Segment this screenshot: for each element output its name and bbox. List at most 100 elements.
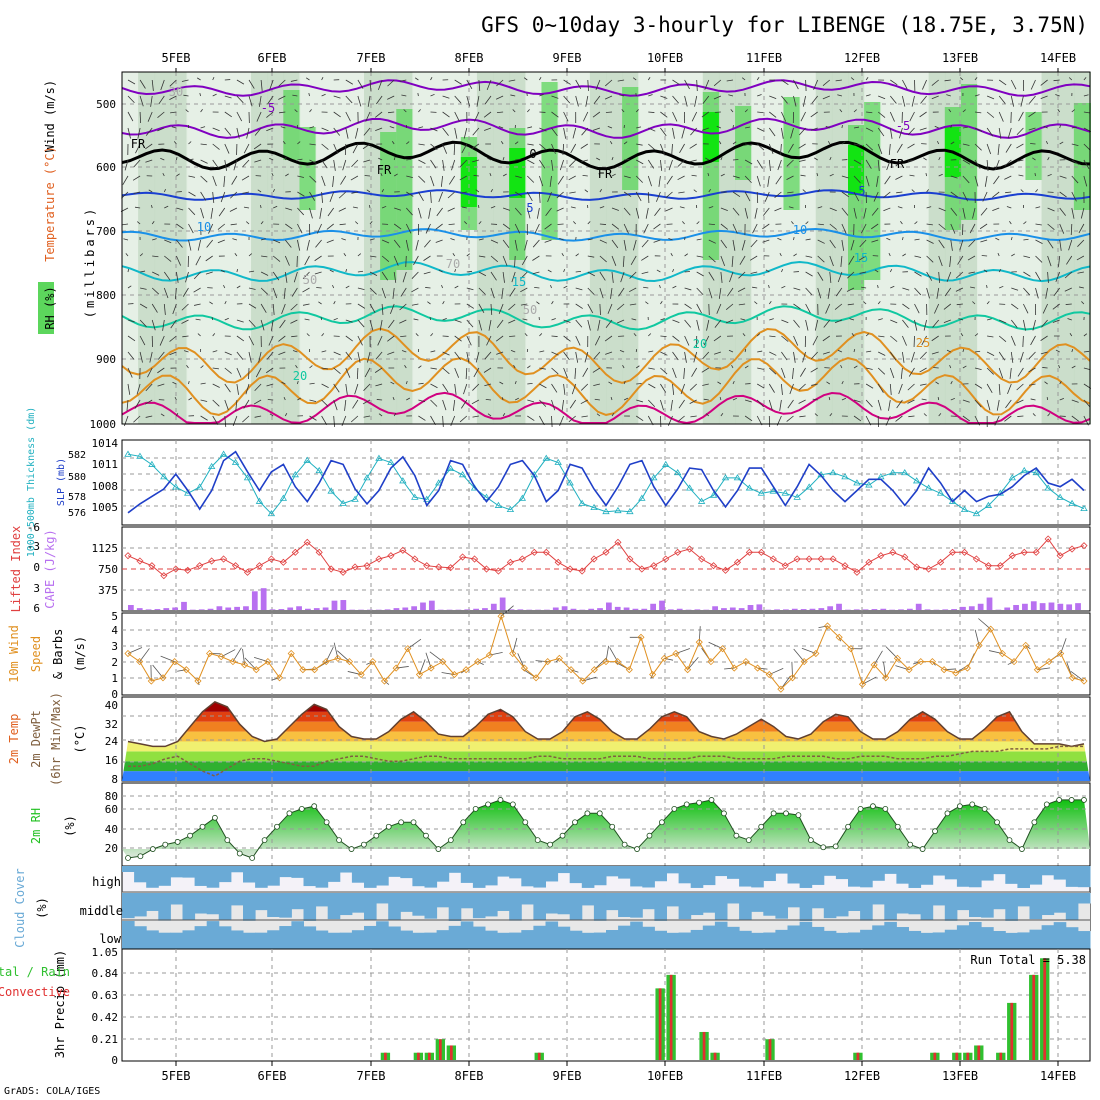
cape-bar [428,600,435,610]
wind-barb [414,77,419,81]
thickness-marker [1068,499,1076,506]
wind-barb [1076,255,1085,261]
wind-barb [442,399,447,411]
wind-barb [351,159,359,168]
wind-barb [1035,271,1041,281]
wind-barb [922,79,927,90]
wind-barb [780,143,782,155]
rh-marker [385,823,392,830]
wind-barb [841,141,846,145]
wind-barb [212,415,219,425]
rh-marker [870,803,876,810]
precip-conv-bar [856,1052,860,1060]
wind-barb [442,351,450,356]
wind-barb [200,382,206,385]
wind-barb [474,111,480,122]
wind-barb [423,255,431,261]
wind-barb [1023,255,1031,258]
rh-marker [348,846,355,852]
pressure-tick: 600 [96,161,116,174]
wind-barb [967,255,976,261]
wind-barb [938,156,941,161]
wind-barb [527,175,535,183]
wind-barb [974,333,979,337]
wind-speed-marker [345,658,354,666]
wind-barb [805,221,809,225]
wind-barb [926,255,934,263]
wind-barb [846,287,855,292]
wind-barb [521,255,528,266]
cloud-low-bar [860,929,873,949]
wind-barb [1007,661,1015,665]
cloud-high-bar [702,866,716,886]
wind-barb [472,159,480,163]
wind-barb [596,157,601,161]
cloud-middle-bar [908,893,922,915]
wind-barb [817,271,824,281]
lifted-index-marker [566,565,574,573]
wind-barb [188,223,194,234]
cloud-high-bar [206,866,220,888]
wind-barb [173,141,177,145]
wind-barb [757,367,764,370]
wind-barb [962,143,970,146]
wind-barb [127,79,136,85]
cape-bar [623,607,630,610]
thickness-marker [518,494,527,501]
thickness-marker [1080,504,1088,512]
wind-barb [309,415,317,421]
cape-bar [1057,603,1064,610]
wind-barb [405,255,407,267]
cape-bar [915,603,922,610]
temp-label-1: 2m Temp [7,714,21,765]
wind-barb [701,367,710,373]
wind-barb [704,79,710,90]
cloud-high-bar [267,866,280,886]
wind-barb [997,143,1000,155]
wind-barb [756,333,761,337]
wind-barb [333,95,341,99]
wind-barb [889,95,897,104]
wind-barb [514,380,517,385]
wind-barb [720,413,724,417]
cape-bar [1022,603,1028,610]
wind-barb [345,95,353,104]
rh-marker [733,832,740,839]
wind-barb [919,367,927,373]
wind-barb [297,175,305,178]
wind-barb [170,111,177,114]
wind-barb [684,271,690,273]
wind-barb [428,207,431,219]
wind-barb [909,174,915,177]
wind-barb [478,255,486,258]
thickness-tick: 582 [68,450,86,461]
wind-barb [575,79,582,90]
wind-barb [430,175,435,187]
wind-barb [224,300,227,305]
wind-barb [926,206,932,209]
rh-marker [137,853,144,860]
temperature-contour [121,117,1091,139]
wind-barb [484,95,492,105]
wind-barb [430,383,438,389]
wind-barb [732,159,739,161]
pressure-tick: 500 [96,98,116,111]
wind-barb [581,415,588,418]
wind-barb [1081,301,1085,305]
wind-barb [418,415,426,421]
wind-speed-marker [124,649,132,658]
wind-barb [781,367,786,379]
cloud-middle-bar [424,893,438,919]
wind-barb [139,253,144,257]
cloud-low-bar [315,930,329,949]
wind-barb [418,109,421,113]
wind-barb [811,383,818,386]
wind-barb [570,669,579,673]
wind-barb [703,335,710,346]
wind-barb [188,239,192,251]
wind-speed-marker [275,674,284,682]
wind-barb [670,252,673,257]
rh-line [127,799,1084,859]
wind-barb [678,191,685,194]
lifted-index-marker [387,552,395,560]
